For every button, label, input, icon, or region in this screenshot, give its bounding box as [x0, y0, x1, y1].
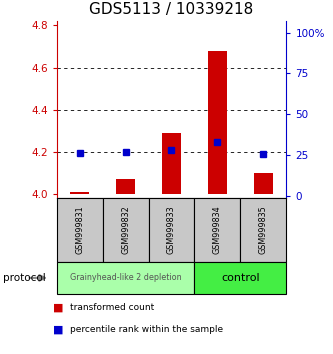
Text: GSM999832: GSM999832 [121, 206, 130, 255]
Bar [162, 133, 181, 194]
Text: GSM999834: GSM999834 [213, 206, 222, 255]
Bar [194, 262, 286, 294]
Text: percentile rank within the sample: percentile rank within the sample [70, 325, 223, 334]
Bar [103, 198, 149, 262]
Bar [254, 173, 273, 194]
Bar [240, 198, 286, 262]
Text: transformed count: transformed count [70, 303, 154, 313]
Bar [70, 192, 89, 194]
Text: GSM999831: GSM999831 [75, 206, 84, 255]
Bar [116, 179, 135, 194]
Text: control: control [221, 273, 260, 283]
Text: Grainyhead-like 2 depletion: Grainyhead-like 2 depletion [70, 273, 181, 282]
Title: GDS5113 / 10339218: GDS5113 / 10339218 [89, 2, 254, 17]
Text: protocol: protocol [3, 273, 46, 283]
Text: ■: ■ [53, 303, 64, 313]
Text: ■: ■ [53, 324, 64, 334]
Text: GSM999833: GSM999833 [167, 206, 176, 255]
Bar [57, 262, 194, 294]
Bar [149, 198, 194, 262]
Bar [194, 198, 240, 262]
Bar [208, 51, 227, 194]
Bar [57, 198, 103, 262]
Text: GSM999835: GSM999835 [259, 206, 268, 255]
